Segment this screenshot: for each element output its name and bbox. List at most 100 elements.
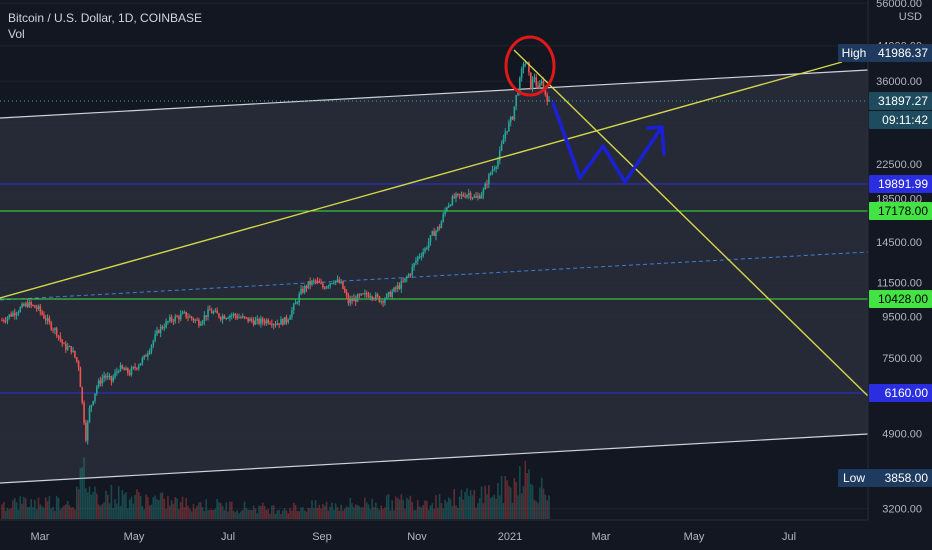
volume-bar [336,507,339,519]
x-tick-label: Mar [31,531,50,543]
projection-arrow-annotation[interactable] [551,101,663,184]
candle-body [477,195,479,198]
candle-body [165,321,167,328]
candle-body [302,288,304,293]
volume-bar [207,510,209,519]
volume-bar [486,494,488,519]
candle-body [99,380,102,384]
volume-bar [495,498,497,519]
candle-body [336,279,339,281]
candle-body [400,281,403,289]
candle-body [254,320,257,325]
volume-bar [167,496,169,519]
badge-value: 3858.00 [885,471,929,485]
candle-body [298,294,301,303]
price-axis[interactable]: 56000.0044000.0036000.0028500.0022500.00… [867,0,932,550]
volume-bar [75,486,78,519]
price-badge-level-green-upper: 17178.00 [869,202,932,220]
trendline-falling[interactable] [513,49,869,397]
candle-body [59,336,62,340]
time-axis[interactable]: Mar May Jul Sep Nov 2021 Mar May Jul [0,519,868,543]
volume-bar [19,496,22,519]
volume-bar [203,511,206,519]
badge-value: 10428.00 [878,292,928,306]
volume-bar [418,506,421,519]
candle-body [161,326,164,329]
candle-body [178,316,180,320]
candle-body [85,423,87,441]
volume-bar [125,492,127,519]
volume-bar [278,509,280,519]
candle-body [389,292,392,297]
volume-bar [438,493,441,519]
trendline-rising[interactable] [0,61,843,299]
volume-bar [52,506,54,519]
candle-body [35,307,38,309]
candle-body [322,283,324,288]
candle-body [455,193,457,198]
candle-body [154,334,156,341]
candle-body [88,408,91,422]
volume-bar [517,495,519,519]
candle-body [457,193,459,195]
candle-body [97,380,100,387]
volume-bar [322,503,324,519]
candle-body [194,319,197,321]
volume-bar [302,507,304,519]
volume-bar [508,485,510,519]
candle-body [172,320,175,322]
volume-bar [119,505,122,519]
candle-body [489,172,492,175]
candle-body [292,304,295,311]
volume-bar [88,486,91,519]
candle-body [285,317,288,323]
x-tick-label: Sep [312,531,332,543]
candle-body [176,316,178,318]
volume-bar [137,492,140,519]
volume-bar [81,467,84,519]
volume-indicator-label[interactable]: Vol [8,27,25,41]
candle-body [349,299,352,304]
volume-bar [311,500,313,519]
candle-body [6,317,9,321]
symbol-title[interactable]: Bitcoin / U.S. Dollar, 1D, COINBASE [8,11,203,25]
channel-bottom-line[interactable] [0,433,869,484]
candle-body [376,294,379,297]
volume-bar [148,505,151,519]
candle-body [32,304,34,306]
volume-bar [354,504,357,519]
volume-bar [285,510,288,519]
channel-midline[interactable] [0,251,869,301]
candle-body [278,323,280,325]
channel-top-line[interactable] [0,69,869,119]
volume-bar [57,497,60,519]
candle-body [241,316,244,318]
volume-bar [194,508,197,519]
candle-body [236,316,239,319]
volume-bar [435,495,437,519]
volume-bar [504,475,507,519]
candle-body [508,122,510,132]
volume-bar [364,497,366,519]
volume-bar [1,504,3,519]
volume-bar [338,510,341,519]
volume-bar [43,507,45,519]
volume-bar [449,498,452,519]
candle-body [475,196,477,198]
candle-body [309,281,311,285]
volume-bar [63,505,65,519]
candle-body [258,318,260,324]
volume-bar [77,489,80,519]
candle-body [546,94,548,102]
peak-circle-annotation[interactable] [504,35,556,97]
volume-bar [254,508,257,519]
candle-body [436,226,439,231]
price-badge-low: 3858.00 Low [838,469,932,487]
volume-bar [32,507,34,519]
candle-body [92,400,94,405]
candle-body [61,339,63,344]
volume-bar [54,510,56,519]
candle-body [90,404,93,409]
volume-bar [528,469,530,519]
